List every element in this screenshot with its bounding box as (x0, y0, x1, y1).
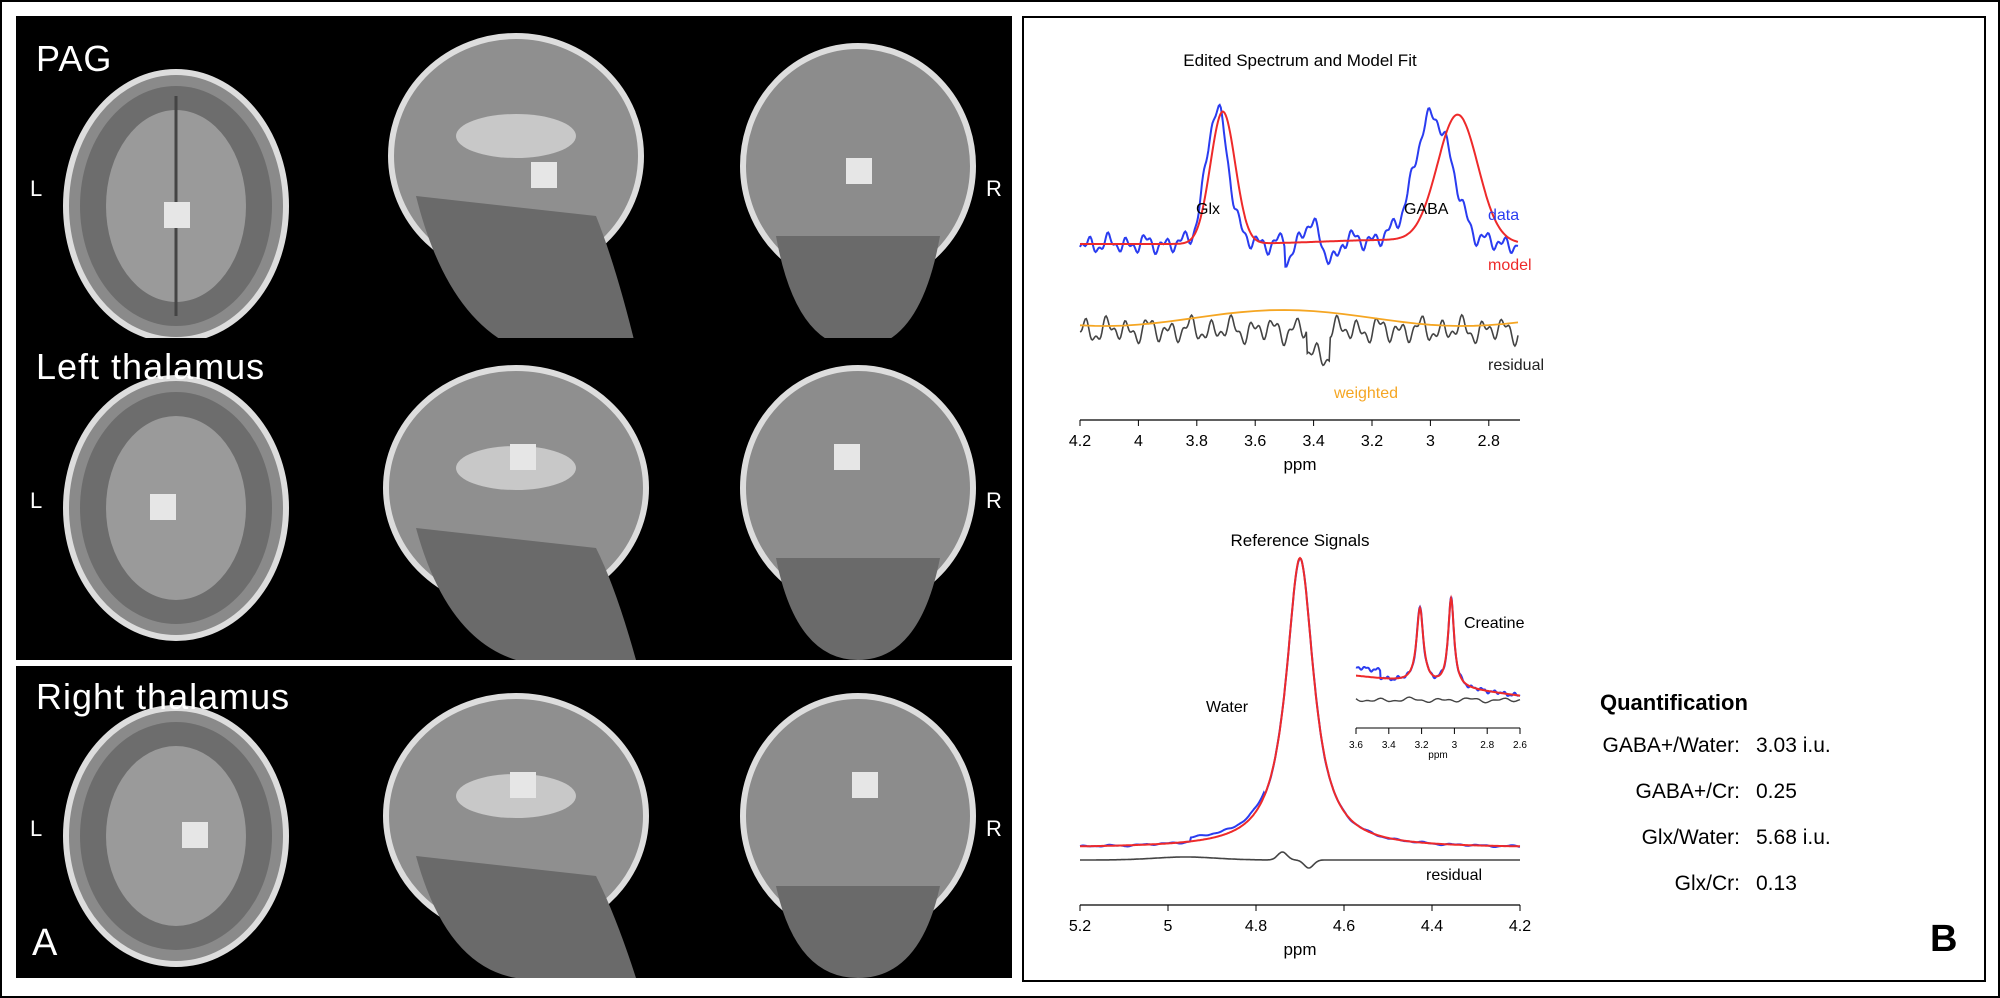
peak-label-glx: Glx (1196, 201, 1220, 218)
quantification-label: Glx/Water: (1641, 826, 1740, 849)
quantification-value: 0.13 (1756, 872, 1797, 895)
voxel-box (846, 158, 872, 184)
x-tick-label: 2.8 (1480, 740, 1494, 751)
left-label: L (30, 816, 43, 841)
panel-label-a: A (32, 922, 58, 964)
x-tick-label: 2.8 (1478, 433, 1500, 450)
voxel-box (164, 202, 190, 228)
chart-title: Edited Spectrum and Model Fit (1183, 51, 1417, 70)
x-ticks: 3.6 3.4 3.2 3 2.8 2.6 (1349, 728, 1527, 751)
series-line-creatine-data (1355, 596, 1521, 697)
row-title-pag: PAG (36, 38, 113, 79)
peak-label-water: Water (1206, 699, 1249, 716)
left-label: L (30, 488, 43, 513)
right-label: R (986, 816, 1002, 841)
quantification-label: GABA+/Cr: (1635, 780, 1740, 803)
x-tick-label: 3.6 (1349, 740, 1363, 751)
legend-residual: residual (1488, 357, 1544, 374)
x-ticks: 4.2 4 3.8 3.6 3.4 3.2 3 2.8 (1069, 420, 1500, 450)
mri-row-right-thalamus: Right thalamus L R A (16, 666, 1012, 978)
x-tick-label: 4.6 (1333, 918, 1355, 935)
quantification-title: Quantification (1600, 690, 1748, 715)
mri-slices-pag (63, 33, 976, 348)
peak-label-creatine: Creatine (1464, 615, 1525, 632)
series-line-water-model (1080, 556, 1520, 848)
x-tick-label: 3.6 (1244, 433, 1266, 450)
x-tick-label: 4.2 (1069, 433, 1091, 450)
peak-label-gaba: GABA (1404, 201, 1449, 218)
x-ticks: 5.2 5 4.8 4.6 4.4 4.2 (1069, 905, 1531, 935)
x-tick-label: 3.4 (1302, 433, 1324, 450)
quantification-value: 5.68 i.u. (1756, 826, 1831, 849)
mri-row-pag: PAG L R (16, 16, 1012, 348)
x-tick-label: 4.8 (1245, 918, 1267, 935)
chart-reference-signals: Reference Signals Water residual 5.2 5 4.8… (1069, 531, 1531, 959)
row-title-right-thalamus: Right thalamus (36, 676, 291, 717)
x-axis-label: ppm (1283, 455, 1316, 474)
chart-title: Reference Signals (1231, 531, 1370, 550)
voxel-box (834, 444, 860, 470)
legend-weighted: weighted (1333, 385, 1398, 402)
series-line-data (1079, 103, 1519, 268)
left-label: L (30, 176, 43, 201)
x-tick-label: 3.2 (1361, 433, 1383, 450)
chart-creatine-inset: Creatine 3.6 3.4 3.2 3 2.8 2.6 ppm (1349, 594, 1527, 761)
x-tick-label: 3.8 (1186, 433, 1208, 450)
x-tick-label: 5.2 (1069, 918, 1091, 935)
x-tick-label: 4.2 (1509, 918, 1531, 935)
series-line-residual (1079, 313, 1519, 367)
row-title-left-thalamus: Left thalamus (36, 346, 266, 387)
x-tick-label: 5 (1164, 918, 1173, 935)
quantification-value: 0.25 (1756, 780, 1797, 803)
chart-edited-spectrum: Edited Spectrum and Model Fit Glx GABA d… (1069, 51, 1544, 474)
voxel-box (182, 822, 208, 848)
mri-slices-left-thalamus (63, 365, 976, 660)
x-tick-label: 4.4 (1421, 918, 1443, 935)
x-tick-label: 3 (1452, 740, 1458, 751)
voxel-box (510, 444, 536, 470)
x-tick-label: 3.2 (1415, 740, 1429, 751)
voxel-box (150, 494, 176, 520)
voxel-box (531, 162, 557, 188)
panel-label-b: B (1930, 918, 1958, 960)
series-line-water-data (1079, 557, 1521, 848)
legend-data: data (1488, 207, 1519, 224)
quantification-label: GABA+/Water: (1602, 734, 1740, 757)
series-line-creatine-residual (1355, 696, 1521, 704)
legend-model: model (1488, 257, 1532, 274)
x-axis-label: ppm (1428, 750, 1447, 761)
mri-slices-right-thalamus (63, 693, 976, 978)
series-line-weighted (1079, 309, 1519, 327)
panel-b (1022, 16, 1986, 982)
voxel-box (852, 772, 878, 798)
quantification-value: 3.03 i.u. (1756, 734, 1831, 757)
right-label: R (986, 488, 1002, 513)
x-tick-label: 2.6 (1513, 740, 1527, 751)
right-label: R (986, 176, 1002, 201)
series-line-water-residual (1080, 851, 1520, 869)
voxel-box (510, 772, 536, 798)
x-axis-label: ppm (1283, 940, 1316, 959)
x-tick-label: 3 (1426, 433, 1435, 450)
quantification-label: Glx/Cr: (1674, 872, 1740, 895)
x-tick-label: 3.4 (1382, 740, 1396, 751)
series-line-creatine-model (1356, 594, 1520, 697)
legend-residual: residual (1426, 867, 1482, 884)
series-line-model (1080, 110, 1519, 245)
mri-row-left-thalamus: Left thalamus L R (16, 338, 1012, 660)
x-tick-label: 4 (1134, 433, 1143, 450)
